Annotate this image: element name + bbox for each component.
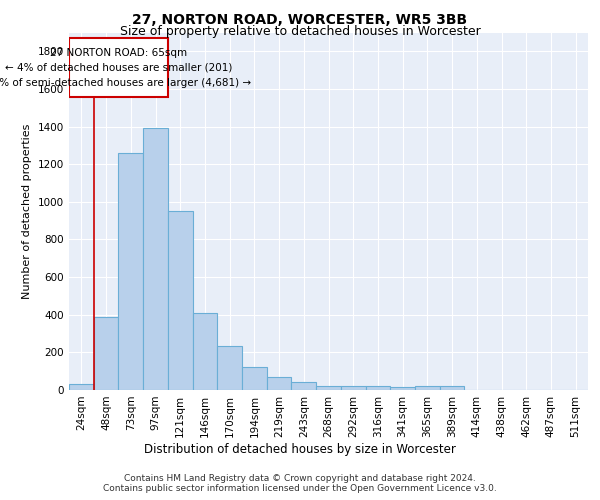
Y-axis label: Number of detached properties: Number of detached properties — [22, 124, 32, 299]
Text: Size of property relative to detached houses in Worcester: Size of property relative to detached ho… — [119, 25, 481, 38]
Text: 27, NORTON ROAD, WORCESTER, WR5 3BB: 27, NORTON ROAD, WORCESTER, WR5 3BB — [133, 12, 467, 26]
Text: Distribution of detached houses by size in Worcester: Distribution of detached houses by size … — [144, 442, 456, 456]
Bar — [217, 346, 242, 390]
Bar — [292, 382, 316, 390]
Bar — [440, 386, 464, 390]
Bar — [94, 316, 118, 390]
Bar — [267, 377, 292, 390]
Bar — [365, 386, 390, 390]
Text: 27 NORTON ROAD: 65sqm
← 4% of detached houses are smaller (201)
96% of semi-deta: 27 NORTON ROAD: 65sqm ← 4% of detached h… — [0, 48, 251, 88]
Bar — [415, 386, 440, 390]
Bar — [193, 313, 217, 390]
Bar — [341, 386, 365, 390]
Bar — [69, 384, 94, 390]
Text: Contains public sector information licensed under the Open Government Licence v3: Contains public sector information licen… — [103, 484, 497, 493]
Text: Contains HM Land Registry data © Crown copyright and database right 2024.: Contains HM Land Registry data © Crown c… — [124, 474, 476, 483]
Bar — [69, 38, 168, 98]
Bar — [316, 386, 341, 390]
Bar — [143, 128, 168, 390]
Bar — [242, 368, 267, 390]
Bar — [118, 153, 143, 390]
Bar — [168, 211, 193, 390]
Bar — [390, 387, 415, 390]
